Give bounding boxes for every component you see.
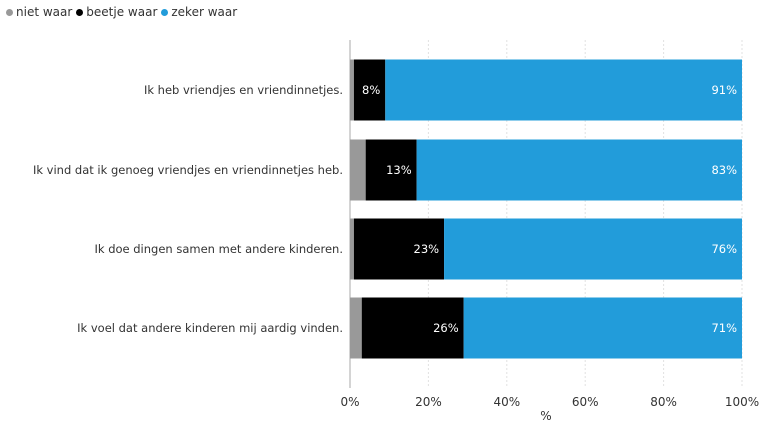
bar-segment[interactable]: [444, 218, 742, 280]
data-label: 8%: [362, 83, 380, 97]
x-tick-label: 20%: [415, 395, 442, 409]
category-label: Ik voel dat andere kinderen mij aardig v…: [77, 321, 343, 335]
data-label: 83%: [711, 163, 737, 177]
legend-label: beetje waar: [86, 5, 158, 19]
data-label: 23%: [414, 242, 440, 256]
labels: Ik heb vriendjes en vriendinnetjes. 8% 91%…: [33, 83, 737, 335]
data-label: 91%: [711, 83, 737, 97]
x-tick-label: 80%: [650, 395, 677, 409]
legend-item-zeker-waar[interactable]: zeker waar: [161, 5, 237, 19]
legend-item-niet-waar[interactable]: niet waar: [6, 5, 72, 19]
legend-label: niet waar: [16, 5, 73, 19]
category-label: Ik doe dingen samen met andere kinderen.: [94, 242, 343, 256]
bar-segment[interactable]: [350, 59, 354, 121]
x-tick-label: 0%: [340, 395, 359, 409]
bar-segment[interactable]: [361, 297, 464, 359]
legend-label: zeker waar: [171, 5, 238, 19]
bar-segment[interactable]: [416, 139, 742, 201]
bar-segment[interactable]: [350, 297, 362, 359]
legend: niet waar beetje waar zeker waar: [6, 5, 241, 19]
legend-dot-icon: [76, 8, 84, 16]
bar-segment[interactable]: [365, 139, 417, 201]
bar-segment[interactable]: [353, 59, 386, 121]
bar-segment[interactable]: [385, 59, 742, 121]
bar-segment[interactable]: [350, 218, 354, 280]
bar-segment[interactable]: [463, 297, 742, 359]
data-label: 26%: [433, 321, 459, 335]
x-axis-title: %: [540, 409, 551, 423]
x-axis-ticks: 0% 20% 40% 60% 80% 100%: [340, 395, 759, 409]
legend-dot-icon: [161, 8, 169, 16]
data-label: 71%: [711, 321, 737, 335]
bar-segment[interactable]: [353, 218, 445, 280]
data-label: 13%: [386, 163, 412, 177]
x-tick-label: 60%: [572, 395, 599, 409]
x-tick-label: 40%: [493, 395, 520, 409]
bar-segment[interactable]: [350, 139, 366, 201]
bars: [350, 59, 742, 359]
category-label: Ik vind dat ik genoeg vriendjes en vrien…: [33, 163, 343, 177]
legend-item-beetje-waar[interactable]: beetje waar: [76, 5, 157, 19]
legend-dot-icon: [6, 8, 13, 16]
x-tick-label: 100%: [725, 395, 759, 409]
data-label: 76%: [711, 242, 737, 256]
category-label: Ik heb vriendjes en vriendinnetjes.: [144, 83, 343, 97]
